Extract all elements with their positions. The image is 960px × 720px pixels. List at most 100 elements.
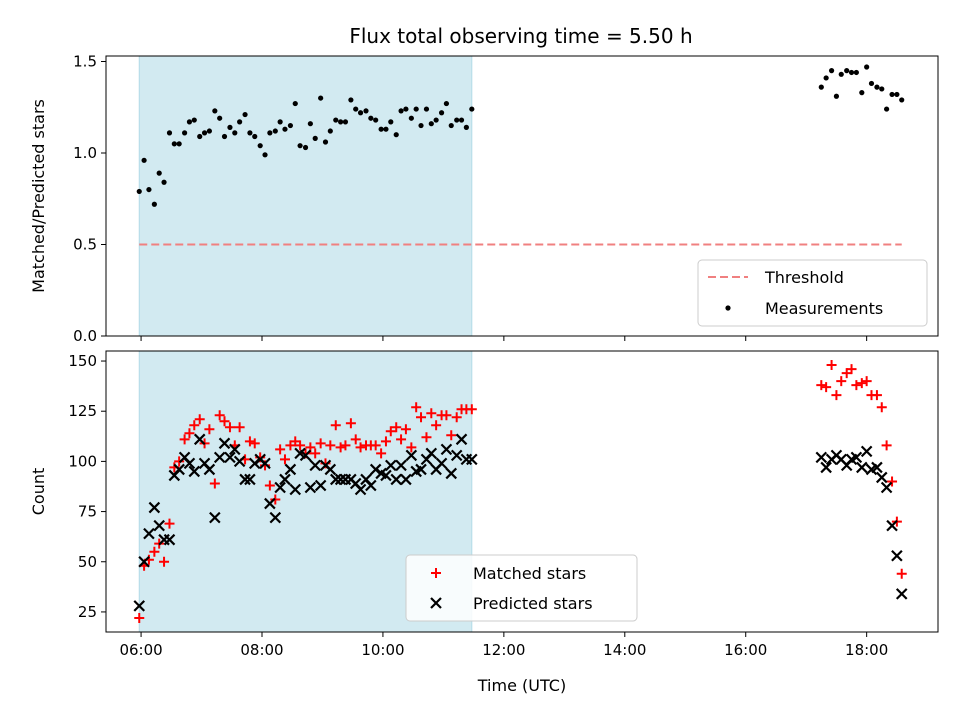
data-point [868, 80, 875, 87]
data-point [844, 68, 850, 74]
data-point [426, 408, 437, 419]
data-point [224, 422, 235, 433]
data-point [428, 121, 434, 127]
data-point [373, 117, 379, 123]
data-point [267, 130, 273, 136]
data-point [838, 71, 844, 77]
data-point [440, 443, 453, 456]
data-point [302, 144, 309, 151]
data-point [269, 511, 282, 524]
data-point [194, 414, 205, 425]
data-point [148, 501, 161, 514]
data-point [425, 447, 438, 460]
data-point [184, 428, 195, 439]
y-axis-label: Count [29, 468, 48, 516]
data-point [161, 179, 167, 185]
data-point [191, 117, 197, 123]
data-point [206, 128, 212, 134]
data-point [299, 449, 312, 462]
data-point [385, 459, 397, 472]
data-point [156, 170, 162, 176]
data-point [818, 84, 824, 90]
data-point [850, 451, 863, 464]
data-point [183, 457, 196, 470]
legend-label-measurements: Measurements [765, 299, 883, 318]
data-point [826, 360, 837, 371]
data-point [418, 122, 424, 129]
data-point [433, 117, 439, 123]
data-point [138, 555, 150, 568]
data-point [884, 106, 890, 112]
y-tick-label: 1.5 [73, 52, 97, 70]
legend-box [405, 554, 638, 622]
data-point [831, 390, 842, 401]
data-point [821, 382, 832, 393]
data-point [398, 108, 404, 114]
y-tick-label: 100 [68, 452, 97, 470]
data-point [259, 457, 271, 470]
data-point [213, 451, 226, 464]
data-point [247, 130, 253, 136]
data-point [232, 130, 238, 136]
data-point [400, 473, 412, 486]
data-point [289, 483, 302, 496]
data-point [209, 478, 220, 489]
data-point [272, 128, 278, 134]
data-point [880, 481, 893, 494]
data-point [282, 126, 288, 132]
data-point [239, 473, 251, 486]
data-point [342, 119, 349, 125]
data-point [153, 519, 165, 532]
data-point [176, 141, 182, 147]
x-tick-label: 12:00 [482, 641, 525, 659]
data-point [816, 380, 827, 391]
data-point [413, 106, 419, 112]
data-point [227, 124, 233, 130]
data-point [201, 130, 208, 136]
y-axis-label: Matched/Predicted stars [29, 99, 48, 293]
data-point [856, 378, 867, 389]
y-tick-label: 150 [68, 352, 97, 370]
data-point [163, 533, 176, 546]
legend: Threshold Measurements [697, 259, 928, 327]
legend-label-predicted: Predicted stars [473, 594, 593, 613]
data-point [151, 201, 157, 207]
data-point [895, 588, 908, 600]
data-point [295, 440, 306, 451]
data-point [324, 463, 337, 476]
data-point [365, 479, 377, 492]
axes-frame [105, 55, 939, 337]
data-point [894, 91, 900, 98]
data-point [179, 434, 190, 445]
data-point [368, 115, 374, 121]
data-point [876, 402, 887, 413]
x-tick-label: 14:00 [603, 641, 646, 659]
data-point [146, 186, 152, 193]
data-point [357, 110, 364, 116]
data-point [188, 465, 201, 478]
data-point [275, 444, 286, 455]
data-point [309, 459, 321, 472]
data-point [330, 420, 341, 431]
x-axis-label: Time (UTC) [477, 676, 566, 695]
data-point [896, 568, 907, 579]
data-point [463, 124, 469, 130]
data-point [355, 442, 366, 453]
data-point [408, 115, 414, 121]
data-point [264, 480, 275, 491]
data-point [846, 364, 857, 375]
data-point [423, 106, 430, 112]
axes-frame [105, 350, 939, 633]
data-point [186, 119, 193, 125]
data-point [887, 476, 898, 487]
data-point [264, 497, 276, 510]
data-point [304, 481, 317, 494]
data-point [856, 461, 868, 474]
data-point [380, 469, 392, 482]
legend-label-matched: Matched stars [473, 564, 586, 583]
data-point [861, 376, 872, 387]
data-point [376, 448, 387, 459]
data-point [458, 117, 465, 123]
data-point [193, 433, 206, 446]
x-tick-label: 10:00 [361, 641, 404, 659]
